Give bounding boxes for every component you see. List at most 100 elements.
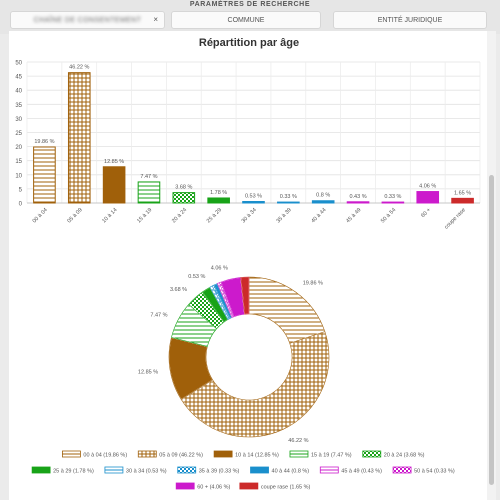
legend-swatch[interactable] bbox=[31, 466, 51, 474]
bar-chart-grid bbox=[26, 61, 481, 204]
legend-swatch[interactable] bbox=[62, 450, 81, 458]
donut-chart-labels: 19.86 % 46.22 % 12.85 % 7.47 % 3.68 % 0.53 % 4… bbox=[138, 265, 323, 444]
legend-item-label[interactable]: 50 à 54 (0.33 %) bbox=[414, 469, 455, 475]
bar-4[interactable] bbox=[172, 192, 196, 204]
bar-x-tick-label: 35 à 39 bbox=[276, 207, 293, 224]
bar-data-label: 7.47 % bbox=[140, 174, 157, 180]
filter-commune-label: COMMUNE bbox=[227, 16, 265, 24]
bar-x-tick-label: 25 à 29 bbox=[206, 207, 223, 224]
bar-7[interactable] bbox=[277, 201, 300, 204]
bar-y-tick-label: 10 bbox=[15, 173, 22, 179]
legend-item-label[interactable]: 10 à 14 (12.85 %) bbox=[235, 453, 279, 459]
bar-6[interactable] bbox=[242, 201, 265, 204]
bar-11[interactable] bbox=[416, 191, 440, 204]
bar-x-tick-label: 10 à 14 bbox=[101, 207, 118, 224]
bar-x-tick-label: 60 + bbox=[420, 207, 432, 219]
legend-item-label[interactable]: 00 à 04 (19.86 %) bbox=[83, 453, 127, 459]
donut-slice-label: 19.86 % bbox=[303, 280, 323, 286]
legend-item-label[interactable]: 30 à 34 (0.53 %) bbox=[126, 469, 167, 475]
donut-slice-label: 4.06 % bbox=[211, 265, 228, 271]
bar-1[interactable] bbox=[67, 72, 91, 204]
donut-slice-0[interactable] bbox=[248, 276, 326, 344]
legend-swatch[interactable] bbox=[362, 450, 382, 458]
legend-swatch[interactable] bbox=[213, 450, 233, 458]
bar-9[interactable] bbox=[346, 201, 370, 204]
donut-chart-legend: 00 à 04 (19.86 %) 05 à 09 (46.22 %) 10 à 1… bbox=[31, 450, 455, 491]
legend-item-label[interactable]: 25 à 29 (1.78 %) bbox=[53, 469, 94, 475]
bar-x-tick-label: 00 à 04 bbox=[32, 207, 49, 224]
bar-x-tick-label: 40 à 44 bbox=[310, 207, 327, 224]
bar-0[interactable] bbox=[33, 146, 56, 204]
bar-data-label: 3.68 % bbox=[175, 185, 192, 191]
donut-slice-label: 46.22 % bbox=[288, 438, 308, 444]
donut-slice-label: 3.68 % bbox=[170, 287, 187, 293]
legend-item-label[interactable]: 60 + (4.06 %) bbox=[197, 485, 230, 491]
bar-data-label: 0.8 % bbox=[316, 193, 330, 199]
bar-x-tick-label: coupe rase bbox=[444, 207, 467, 230]
bar-x-tick-label: 15 à 19 bbox=[136, 207, 153, 224]
legend-item-label[interactable]: 15 à 19 (7.47 %) bbox=[311, 453, 352, 459]
bar-chart-bars bbox=[33, 72, 474, 204]
legend-swatch[interactable] bbox=[104, 466, 124, 474]
legend-item-label[interactable]: 20 à 24 (3.68 %) bbox=[384, 453, 425, 459]
bar-y-tick-label: 45 bbox=[15, 75, 22, 81]
bar-data-label: 0.33 % bbox=[280, 194, 297, 200]
bar-12[interactable] bbox=[451, 197, 474, 204]
bar-y-tick-label: 20 bbox=[15, 145, 22, 151]
legend-item-label[interactable]: 05 à 09 (46.22 %) bbox=[159, 453, 203, 459]
legend-swatch[interactable] bbox=[175, 482, 195, 490]
bar-data-label: 0.43 % bbox=[349, 194, 366, 200]
bar-y-tick-label: 40 bbox=[15, 89, 22, 95]
bar-5[interactable] bbox=[207, 197, 230, 204]
bar-x-tick-label: 45 à 49 bbox=[345, 207, 362, 224]
search-params-bar: PARAMÈTRES DE RECHERCHE CHAÎNE DE CONSEN… bbox=[0, 0, 500, 34]
legend-swatch[interactable] bbox=[392, 466, 412, 474]
bar-data-label: 12.85 % bbox=[104, 159, 124, 165]
filter-legal-entity-label: ENTITÉ JURIDIQUE bbox=[377, 16, 443, 24]
bar-2[interactable] bbox=[102, 166, 126, 204]
legend-swatch[interactable] bbox=[250, 466, 269, 474]
donut-slice-label: 0.53 % bbox=[188, 274, 205, 280]
bar-chart-x-ticks: 00 à 04 05 à 09 10 à 14 15 à 19 20 à 24 25 à … bbox=[32, 207, 467, 230]
bar-8[interactable] bbox=[311, 200, 335, 204]
bar-x-tick-label: 50 à 54 bbox=[380, 207, 397, 224]
bar-chart-title: Répartition par âge bbox=[199, 37, 299, 49]
bar-data-label: 1.65 % bbox=[454, 190, 471, 196]
bar-y-tick-label: 30 bbox=[15, 117, 22, 123]
bar-y-tick-label: 25 bbox=[15, 131, 22, 137]
bar-y-tick-label: 0 bbox=[19, 202, 23, 208]
filter-consent-chain[interactable]: CHAÎNE DE CONSENTEMENT × bbox=[10, 11, 165, 29]
bar-data-label: 0.33 % bbox=[384, 194, 401, 200]
legend-item-label[interactable]: coupe rase (1.65 %) bbox=[261, 485, 311, 491]
close-icon[interactable]: × bbox=[153, 15, 158, 24]
bar-10[interactable] bbox=[381, 201, 405, 204]
bar-data-label: 4.06 % bbox=[419, 184, 436, 190]
filter-legal-entity[interactable]: ENTITÉ JURIDIQUE bbox=[333, 11, 487, 29]
legend-swatch[interactable] bbox=[319, 466, 339, 474]
legend-swatch[interactable] bbox=[137, 450, 157, 458]
bar-chart-data-labels: 19.86 % 46.22 % 12.85 % 7.47 % 3.68 % 1.78 % 0… bbox=[34, 65, 471, 200]
legend-item-label[interactable]: 45 à 49 (0.43 %) bbox=[341, 469, 382, 475]
legend-swatch[interactable] bbox=[177, 466, 197, 474]
bar-x-tick-label: 05 à 09 bbox=[66, 207, 83, 224]
bar-y-tick-label: 35 bbox=[15, 103, 22, 109]
legend-swatch[interactable] bbox=[289, 450, 309, 458]
donut-slice-label: 12.85 % bbox=[138, 369, 158, 375]
donut-slice-outline-1 bbox=[180, 331, 330, 438]
donut-slice-outline-12 bbox=[240, 276, 250, 315]
legend-item-label[interactable]: 35 à 39 (0.33 %) bbox=[199, 469, 240, 475]
legend-item-label[interactable]: 40 à 44 (0.8 %) bbox=[272, 469, 310, 475]
donut-slice-label: 7.47 % bbox=[150, 312, 167, 318]
bar-data-label: 46.22 % bbox=[69, 65, 89, 71]
bar-x-tick-label: 20 à 24 bbox=[171, 207, 188, 224]
search-params-title: PARAMÈTRES DE RECHERCHE bbox=[189, 1, 311, 8]
filter-consent-chain-label: CHAÎNE DE CONSENTEMENT bbox=[33, 16, 142, 24]
bar-3[interactable] bbox=[137, 181, 161, 204]
filter-commune[interactable]: COMMUNE bbox=[171, 11, 321, 29]
donut-chart-slices bbox=[168, 276, 330, 438]
bar-data-label: 1.78 % bbox=[210, 190, 227, 196]
bar-y-tick-label: 5 bbox=[19, 187, 23, 193]
scrollbar-thumb[interactable] bbox=[489, 175, 494, 485]
legend-swatch[interactable] bbox=[239, 482, 259, 490]
